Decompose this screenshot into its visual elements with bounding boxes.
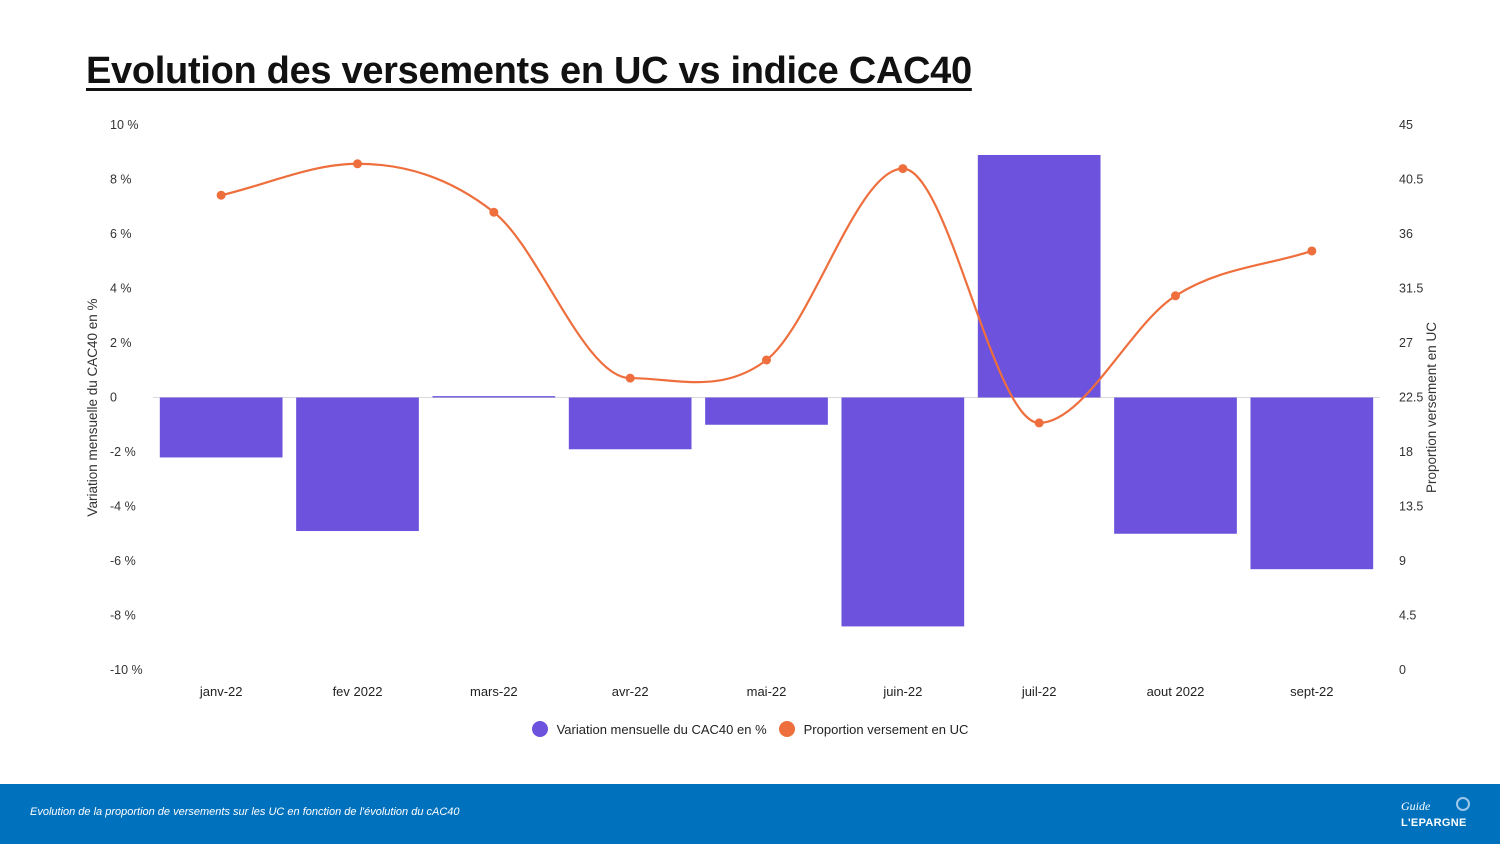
right-tick-label: 4.5	[1399, 609, 1416, 623]
left-tick-label: 2 %	[110, 336, 132, 350]
bar	[432, 396, 556, 398]
line-point	[898, 164, 908, 174]
right-tick-label: 22.5	[1399, 391, 1423, 405]
right-tick-label: 36	[1399, 227, 1413, 241]
x-tick-label: fev 2022	[333, 684, 383, 699]
line-point	[1307, 246, 1317, 256]
bar	[568, 397, 692, 450]
right-tick-label: 9	[1399, 554, 1406, 568]
footer-bar: Evolution de la proportion de versements…	[0, 784, 1500, 844]
right-tick-label: 0	[1399, 663, 1406, 677]
line-point	[1171, 291, 1180, 301]
line-point	[625, 373, 635, 383]
left-tick-label: -10 %	[110, 663, 143, 677]
left-tick-label: -8 %	[110, 609, 136, 623]
x-tick-label: juin-22	[882, 684, 922, 699]
legend-swatch-bar	[531, 721, 548, 737]
right-axis-ticks: 45 40.5 36 31.5 27 22.5 18 13.5 9 4.5 0	[1399, 118, 1423, 677]
left-tick-label: 6 %	[110, 227, 132, 241]
line-point	[489, 207, 499, 217]
left-tick-label: -6 %	[110, 554, 136, 568]
bar	[1250, 397, 1374, 570]
bar	[841, 397, 965, 627]
x-tick-label: aout 2022	[1147, 684, 1205, 699]
left-axis-ticks: 10 % 8 % 6 % 4 % 2 % 0 -2 % -4 % -6 % -8 % -10 %	[110, 118, 143, 677]
bar	[705, 397, 828, 425]
legend-label-bar: Variation mensuelle du CAC40 en %	[556, 721, 767, 737]
line-point	[353, 159, 362, 169]
right-tick-label: 31.5	[1399, 282, 1423, 296]
right-tick-label: 27	[1399, 336, 1413, 350]
line-point	[1034, 418, 1044, 428]
bar	[1114, 397, 1237, 534]
line-series-path	[220, 162, 1313, 425]
x-tick-label: janv-22	[199, 684, 243, 699]
left-tick-label: 0	[110, 391, 117, 405]
right-axis-title: Proportion versement en UC	[1424, 322, 1439, 493]
left-tick-label: -2 %	[110, 445, 136, 459]
bar	[296, 397, 419, 532]
logo-text-guide: Guide	[1401, 799, 1431, 813]
footer-caption: Evolution de la proportion de versements…	[30, 806, 460, 818]
bar-series	[159, 154, 1374, 627]
legend-item-bar[interactable]: Variation mensuelle du CAC40 en %	[531, 721, 767, 737]
left-axis-title: Variation mensuelle du CAC40 en %	[85, 298, 100, 516]
x-tick-label: mars-22	[470, 684, 518, 699]
left-tick-label: 4 %	[110, 282, 132, 296]
x-tick-label: juil-22	[1021, 684, 1057, 699]
line-series-points	[216, 159, 1317, 428]
x-tick-label: mai-22	[747, 684, 787, 699]
chart-legend: Variation mensuelle du CAC40 en % Propor…	[0, 721, 1500, 737]
left-tick-label: 8 %	[110, 173, 132, 187]
logo-ring-icon	[1456, 797, 1470, 811]
right-tick-label: 40.5	[1399, 173, 1423, 187]
line-point	[762, 355, 771, 365]
brand-logo[interactable]: Guide L'EPARGNE	[1398, 797, 1470, 831]
line-point	[216, 190, 226, 200]
page-title: Evolution des versements en UC vs indice…	[86, 50, 972, 92]
bar	[977, 154, 1101, 398]
logo-text-epargne: L'EPARGNE	[1401, 817, 1467, 829]
legend-swatch-line	[778, 721, 795, 737]
x-tick-label: sept-22	[1290, 684, 1333, 699]
right-tick-label: 45	[1399, 118, 1413, 132]
legend-label-line: Proportion versement en UC	[803, 721, 969, 737]
left-tick-label: -4 %	[110, 500, 136, 514]
right-tick-label: 13.5	[1399, 500, 1423, 514]
x-axis-categories: janv-22 fev 2022 mars-22 avr-22 mai-22 juin-2…	[199, 684, 1334, 699]
right-tick-label: 18	[1399, 445, 1413, 459]
combo-chart: 10 % 8 % 6 % 4 % 2 % 0 -2 % -4 % -6 % -8 % -10 % 4…	[85, 118, 1439, 699]
left-tick-label: 10 %	[110, 118, 139, 132]
legend-item-line[interactable]: Proportion versement en UC	[778, 721, 969, 737]
x-tick-label: avr-22	[612, 684, 649, 699]
bar	[159, 397, 283, 458]
